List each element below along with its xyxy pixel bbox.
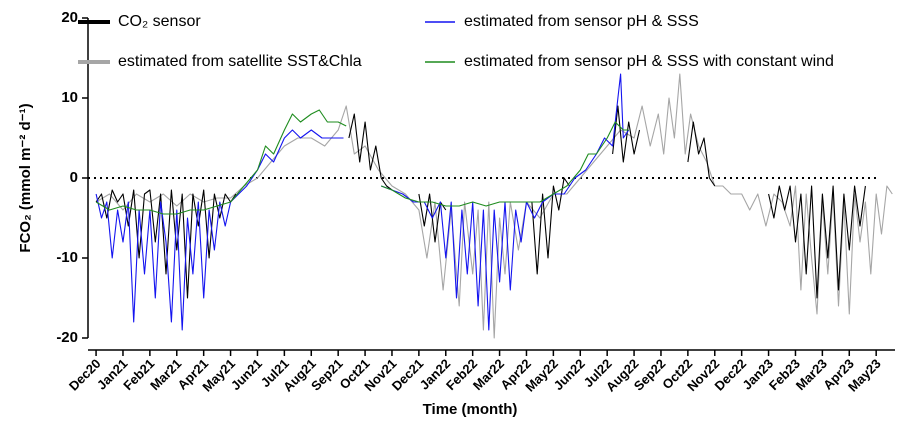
legend-label: estimated from sensor pH & SSS with cons… bbox=[464, 53, 834, 70]
series-line bbox=[95, 73, 893, 339]
x-tick-label: Jun22 bbox=[551, 356, 588, 393]
y-tick-label: -20 bbox=[56, 329, 78, 346]
series-line bbox=[95, 189, 237, 299]
y-tick-label: 0 bbox=[70, 169, 78, 186]
series-line bbox=[612, 105, 641, 163]
series-line bbox=[381, 121, 629, 207]
legend-label: estimated from satellite SST&Chla bbox=[118, 53, 362, 70]
series-line bbox=[95, 129, 344, 331]
y-tick-label: 20 bbox=[61, 9, 78, 26]
x-tick-label: Dec20 bbox=[66, 356, 104, 394]
y-tick-label: 10 bbox=[61, 89, 78, 106]
y-axis-title: FCO₂ (mmol m⁻² d⁻¹) bbox=[17, 103, 34, 252]
series-line bbox=[348, 113, 393, 191]
series-line bbox=[768, 185, 866, 299]
series-line bbox=[531, 177, 570, 275]
series-line bbox=[687, 121, 716, 187]
series-line bbox=[95, 109, 347, 215]
x-axis-title: Time (month) bbox=[423, 401, 518, 418]
legend-label: CO₂ sensor bbox=[118, 13, 201, 30]
y-tick-label: -10 bbox=[56, 249, 78, 266]
x-tick-label: Jun21 bbox=[228, 356, 265, 393]
legend-label: estimated from sensor pH & SSS bbox=[464, 13, 699, 30]
